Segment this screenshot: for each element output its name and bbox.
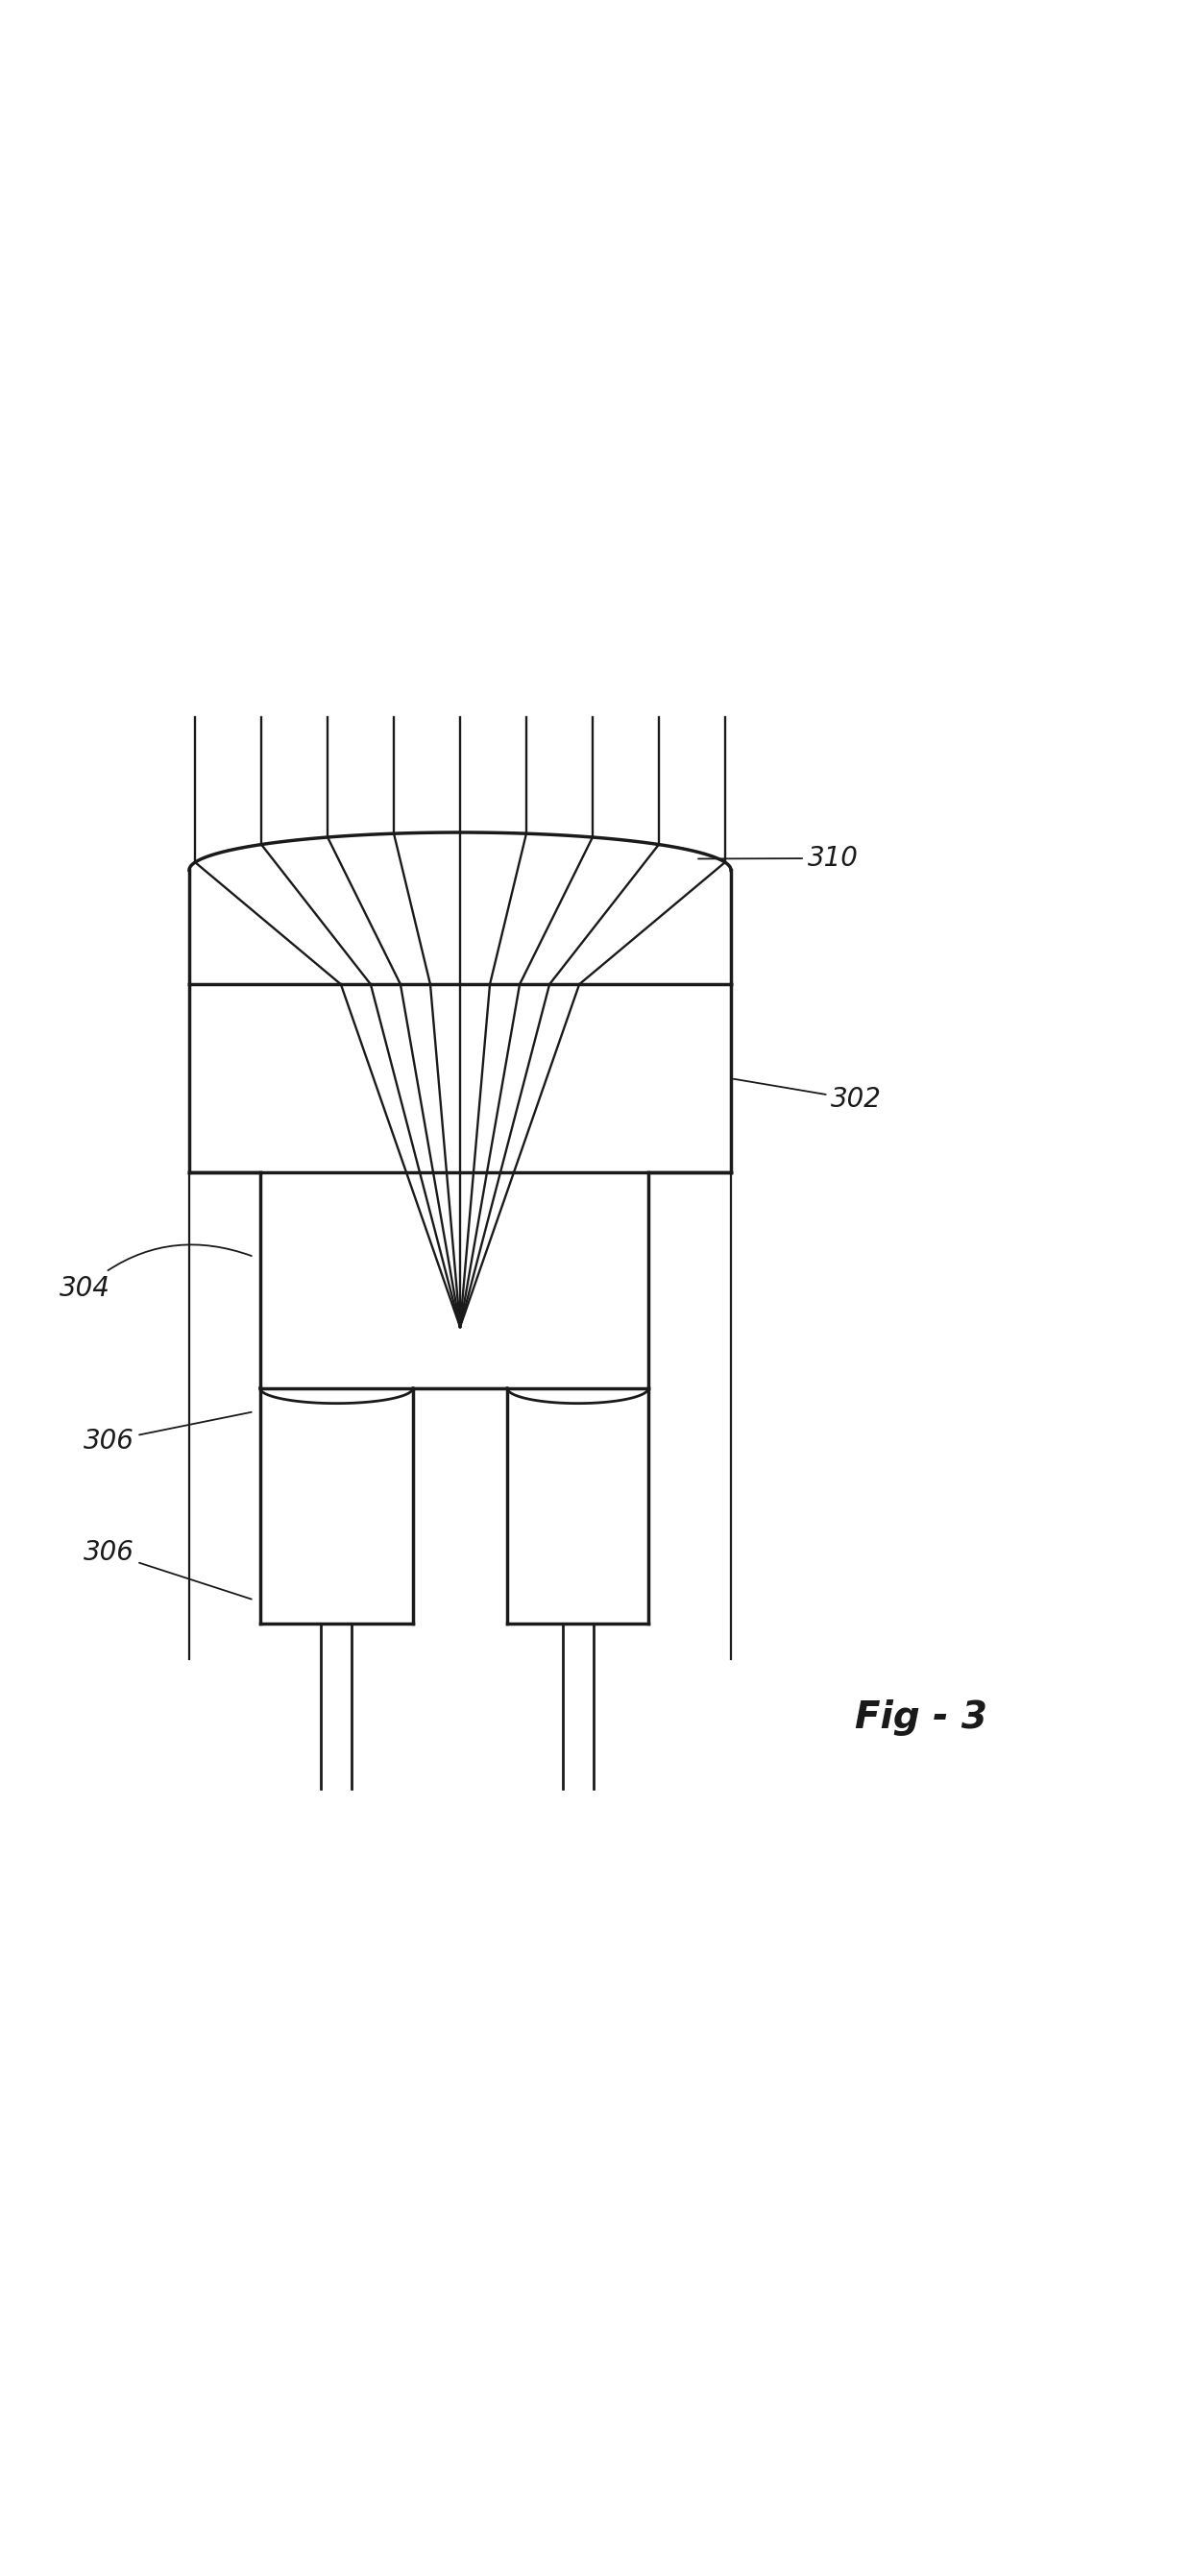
- Text: 304: 304: [60, 1244, 251, 1301]
- Text: 310: 310: [698, 845, 859, 871]
- Text: Fig - 3: Fig - 3: [855, 1700, 987, 1736]
- Text: 302: 302: [734, 1079, 881, 1113]
- Text: 306: 306: [83, 1540, 251, 1600]
- Text: 306: 306: [83, 1412, 251, 1455]
